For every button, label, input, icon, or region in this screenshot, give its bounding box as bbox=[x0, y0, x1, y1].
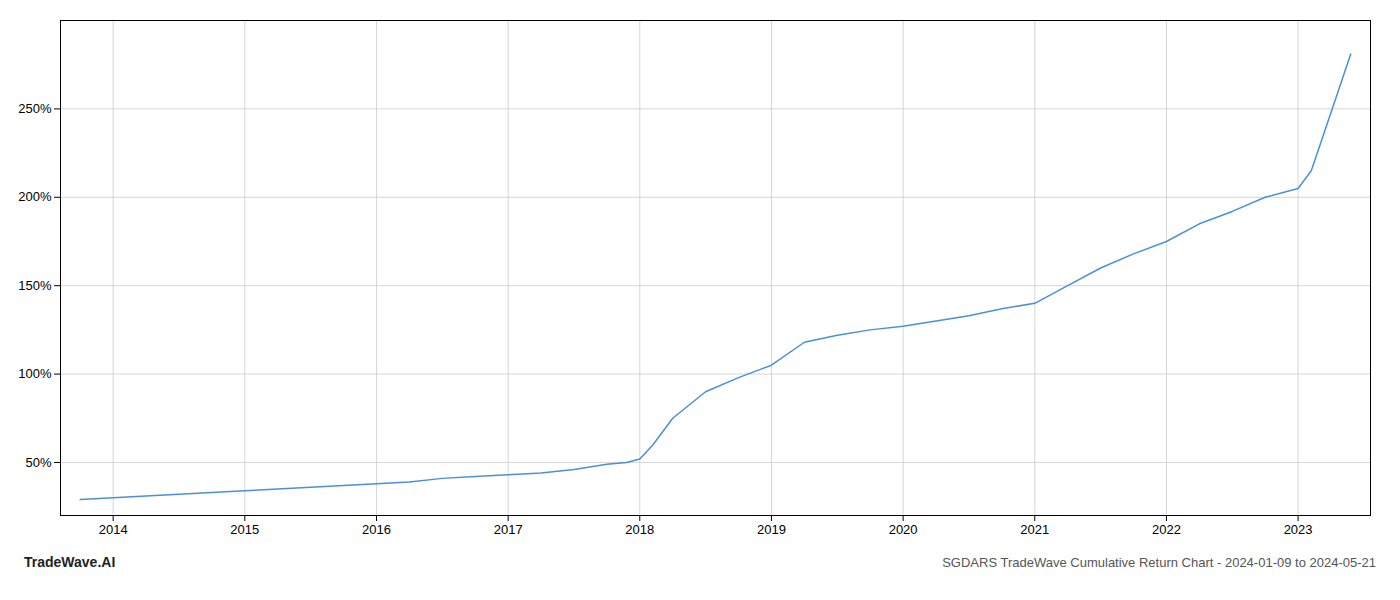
svg-text:150%: 150% bbox=[18, 278, 52, 293]
svg-text:250%: 250% bbox=[18, 101, 52, 116]
svg-text:2014: 2014 bbox=[99, 522, 128, 537]
svg-text:50%: 50% bbox=[25, 455, 51, 470]
html-text:SGDARS TradeWave Cumulative Re: SGDARS TradeWave Cumulative Return Chart… bbox=[942, 555, 1376, 570]
svg-text:2018: 2018 bbox=[625, 522, 654, 537]
svg-text:2022: 2022 bbox=[1152, 522, 1181, 537]
svg-text:2016: 2016 bbox=[362, 522, 391, 537]
svg-text:2023: 2023 bbox=[1284, 522, 1313, 537]
svg-text:2021: 2021 bbox=[1020, 522, 1049, 537]
svg-text:2017: 2017 bbox=[494, 522, 523, 537]
svg-text:2015: 2015 bbox=[230, 522, 259, 537]
svg-text:200%: 200% bbox=[18, 189, 52, 204]
html-text:TradeWave.AI: TradeWave.AI bbox=[24, 554, 116, 570]
svg-text:2020: 2020 bbox=[889, 522, 918, 537]
svg-text:2019: 2019 bbox=[757, 522, 786, 537]
svg-text:100%: 100% bbox=[18, 366, 52, 381]
